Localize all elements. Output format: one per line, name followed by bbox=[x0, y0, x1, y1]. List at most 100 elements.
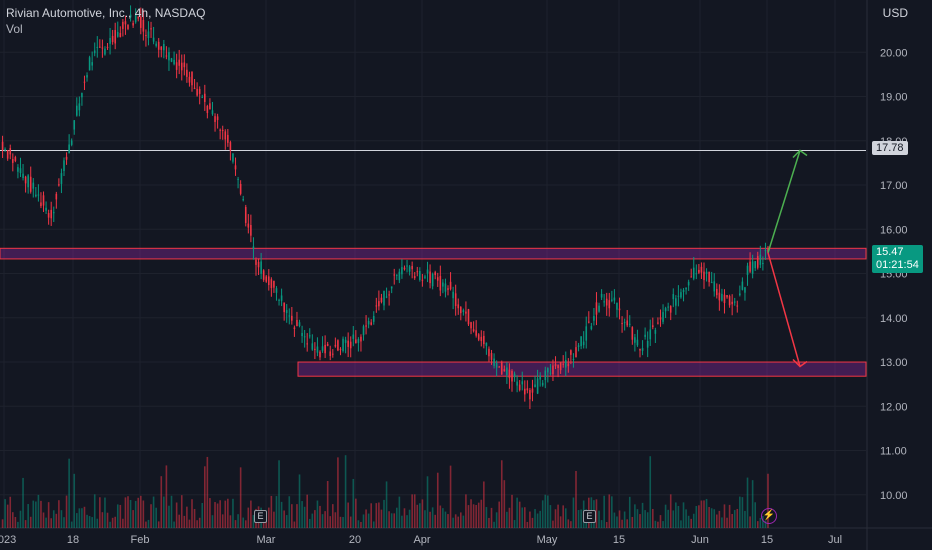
candle-body bbox=[641, 348, 644, 351]
candle-body bbox=[265, 276, 268, 282]
candle-body bbox=[170, 58, 173, 62]
candle-body bbox=[355, 339, 357, 344]
earnings-event-icon[interactable]: E bbox=[254, 510, 267, 523]
candle-body bbox=[232, 153, 234, 162]
candle-body bbox=[739, 293, 741, 296]
candle-body bbox=[426, 269, 429, 274]
candle-body bbox=[301, 332, 303, 337]
candle-body bbox=[575, 347, 577, 358]
volume-bar bbox=[352, 478, 355, 528]
volume-bar bbox=[726, 517, 728, 528]
volume-bar bbox=[65, 495, 68, 528]
volume-bar bbox=[293, 521, 296, 528]
volume-bar bbox=[580, 509, 582, 528]
candle-body bbox=[224, 131, 227, 140]
candle-body bbox=[390, 286, 393, 289]
volume-bar bbox=[575, 470, 577, 528]
earnings-event-icon[interactable]: E bbox=[583, 510, 596, 523]
volume-bar bbox=[4, 499, 6, 528]
candle-body bbox=[134, 15, 137, 23]
volume-bar bbox=[429, 511, 431, 528]
volume-bar bbox=[393, 513, 396, 528]
candle-body bbox=[291, 315, 293, 321]
volume-bar bbox=[467, 505, 470, 528]
y-tick-label: 13.00 bbox=[880, 357, 908, 369]
volume-bar bbox=[465, 494, 467, 528]
volume-bar bbox=[716, 514, 718, 528]
candle-body bbox=[367, 321, 370, 325]
candle-body bbox=[283, 302, 285, 313]
volume-bar bbox=[35, 501, 37, 528]
volume-bar bbox=[134, 500, 137, 528]
volume-bar bbox=[178, 514, 180, 528]
candle-body bbox=[398, 271, 401, 281]
candle-body bbox=[306, 343, 308, 345]
arrow-head bbox=[792, 358, 808, 368]
candle-body bbox=[385, 296, 388, 298]
volume-bar bbox=[311, 513, 314, 528]
candle-body bbox=[45, 207, 47, 211]
candle-body bbox=[76, 105, 78, 116]
candle-body bbox=[436, 277, 439, 281]
volume-bar bbox=[227, 498, 229, 528]
candle-body bbox=[275, 288, 278, 293]
candle-body bbox=[234, 165, 237, 170]
volume-bar bbox=[191, 499, 193, 528]
candle-body bbox=[372, 316, 375, 322]
candle-body bbox=[516, 381, 518, 386]
candle-body bbox=[554, 363, 557, 367]
resistance-price-tag: 17.78 bbox=[872, 141, 908, 155]
volume-bar bbox=[498, 501, 500, 528]
volume-bar bbox=[122, 518, 124, 528]
volume-bar bbox=[334, 512, 337, 528]
volume-bar bbox=[357, 520, 360, 528]
candle-body bbox=[106, 46, 109, 48]
candle-body bbox=[183, 62, 186, 68]
candle-body bbox=[101, 47, 104, 49]
volume-bar bbox=[124, 497, 127, 528]
candle-body bbox=[700, 266, 703, 273]
candle-body bbox=[160, 46, 163, 50]
candle-body bbox=[751, 261, 754, 274]
candle-body bbox=[314, 348, 316, 350]
volume-bar bbox=[370, 503, 372, 528]
volume-bar bbox=[273, 511, 275, 528]
lightning-icon[interactable]: ⚡ bbox=[761, 508, 777, 524]
candle-body bbox=[452, 291, 454, 299]
volume-bar bbox=[436, 472, 439, 528]
candle-body bbox=[173, 59, 175, 65]
x-tick-label: 15 bbox=[761, 534, 773, 546]
candle-body bbox=[500, 361, 503, 375]
volume-bar bbox=[477, 502, 480, 528]
x-tick-label: Feb bbox=[131, 534, 150, 546]
volume-bar bbox=[544, 494, 547, 528]
volume-bar bbox=[163, 496, 165, 528]
volume-bar bbox=[728, 504, 731, 528]
volume-bar bbox=[101, 512, 104, 528]
candle-body bbox=[22, 173, 24, 179]
volume-bar bbox=[431, 507, 434, 528]
y-tick-label: 12.00 bbox=[880, 401, 908, 413]
volume-bar bbox=[669, 494, 672, 528]
volume-bar bbox=[78, 508, 81, 528]
volume-bar bbox=[37, 494, 40, 528]
candle-body bbox=[362, 326, 365, 336]
candle-body bbox=[403, 267, 406, 270]
candle-body bbox=[483, 335, 485, 345]
x-tick-label: Mar bbox=[257, 534, 276, 546]
volume-bar bbox=[703, 500, 705, 528]
volume-bar bbox=[559, 516, 562, 528]
candle-body bbox=[191, 71, 193, 86]
candle-body bbox=[216, 116, 219, 121]
volume-bar bbox=[634, 504, 636, 528]
volume-bar bbox=[700, 500, 703, 528]
volume-bar bbox=[252, 515, 255, 528]
candle-body bbox=[188, 76, 191, 83]
volume-bar bbox=[262, 520, 265, 528]
volume-bar bbox=[390, 513, 393, 528]
candle-body bbox=[252, 246, 255, 250]
candle-body bbox=[595, 302, 598, 315]
volume-bar bbox=[19, 510, 22, 528]
candle-body bbox=[140, 16, 142, 28]
